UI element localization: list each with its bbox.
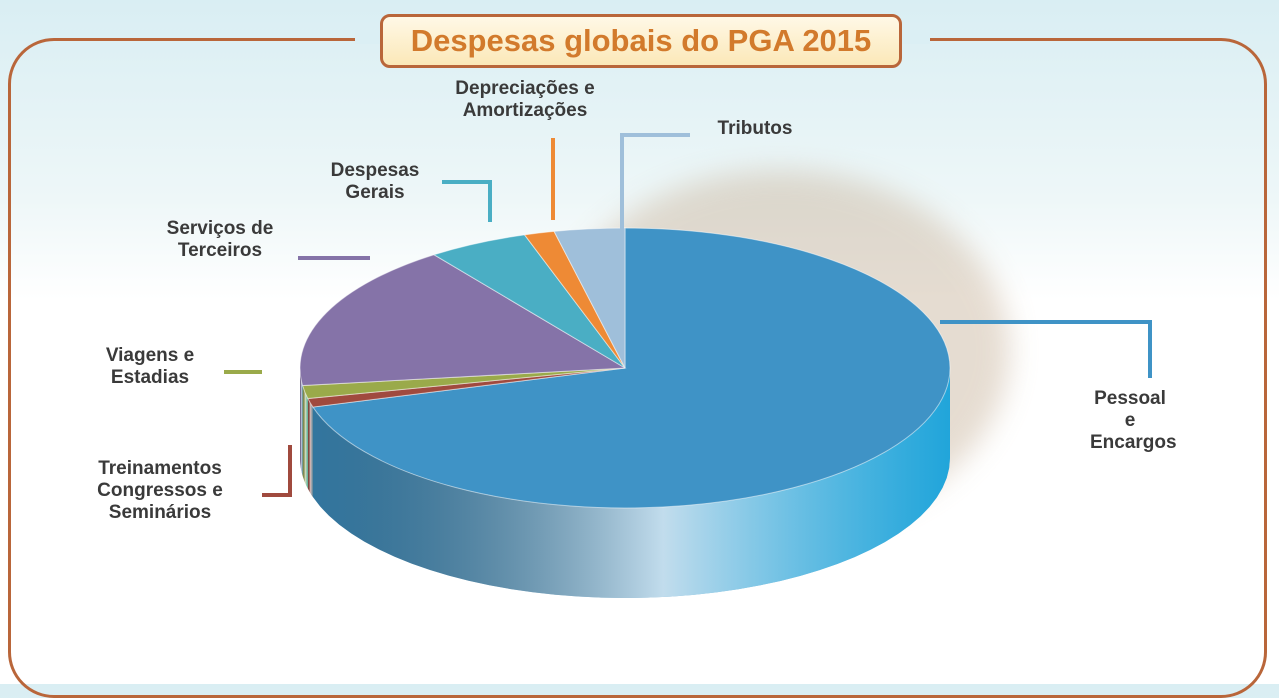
slice-label: Serviços de Terceiros xyxy=(166,218,274,261)
slice-label: Despesas Gerais xyxy=(330,160,420,203)
slice-label: Pessoal e Encargos xyxy=(1090,388,1177,453)
leader-line xyxy=(620,133,690,230)
chart xyxy=(224,133,1152,598)
slice-label: Depreciações e Amortizações xyxy=(455,78,595,121)
leader-line xyxy=(262,445,292,497)
chart-title: Despesas globais do PGA 2015 xyxy=(380,14,902,68)
slice-side-shade xyxy=(302,385,308,489)
slice-side-shade xyxy=(307,398,313,498)
slice xyxy=(553,227,626,369)
slice-side-shade xyxy=(312,368,950,598)
slice xyxy=(299,254,627,387)
pie xyxy=(299,227,951,598)
slice xyxy=(312,227,951,509)
leader-line xyxy=(940,320,1152,378)
slice-label: Tributos xyxy=(717,118,793,139)
slice-label: Viagens e Estadias xyxy=(105,345,195,388)
slice-label: Treinamentos Congressos e Seminários xyxy=(97,458,223,523)
leader-line xyxy=(442,180,492,222)
slice-side-shade xyxy=(300,368,303,476)
